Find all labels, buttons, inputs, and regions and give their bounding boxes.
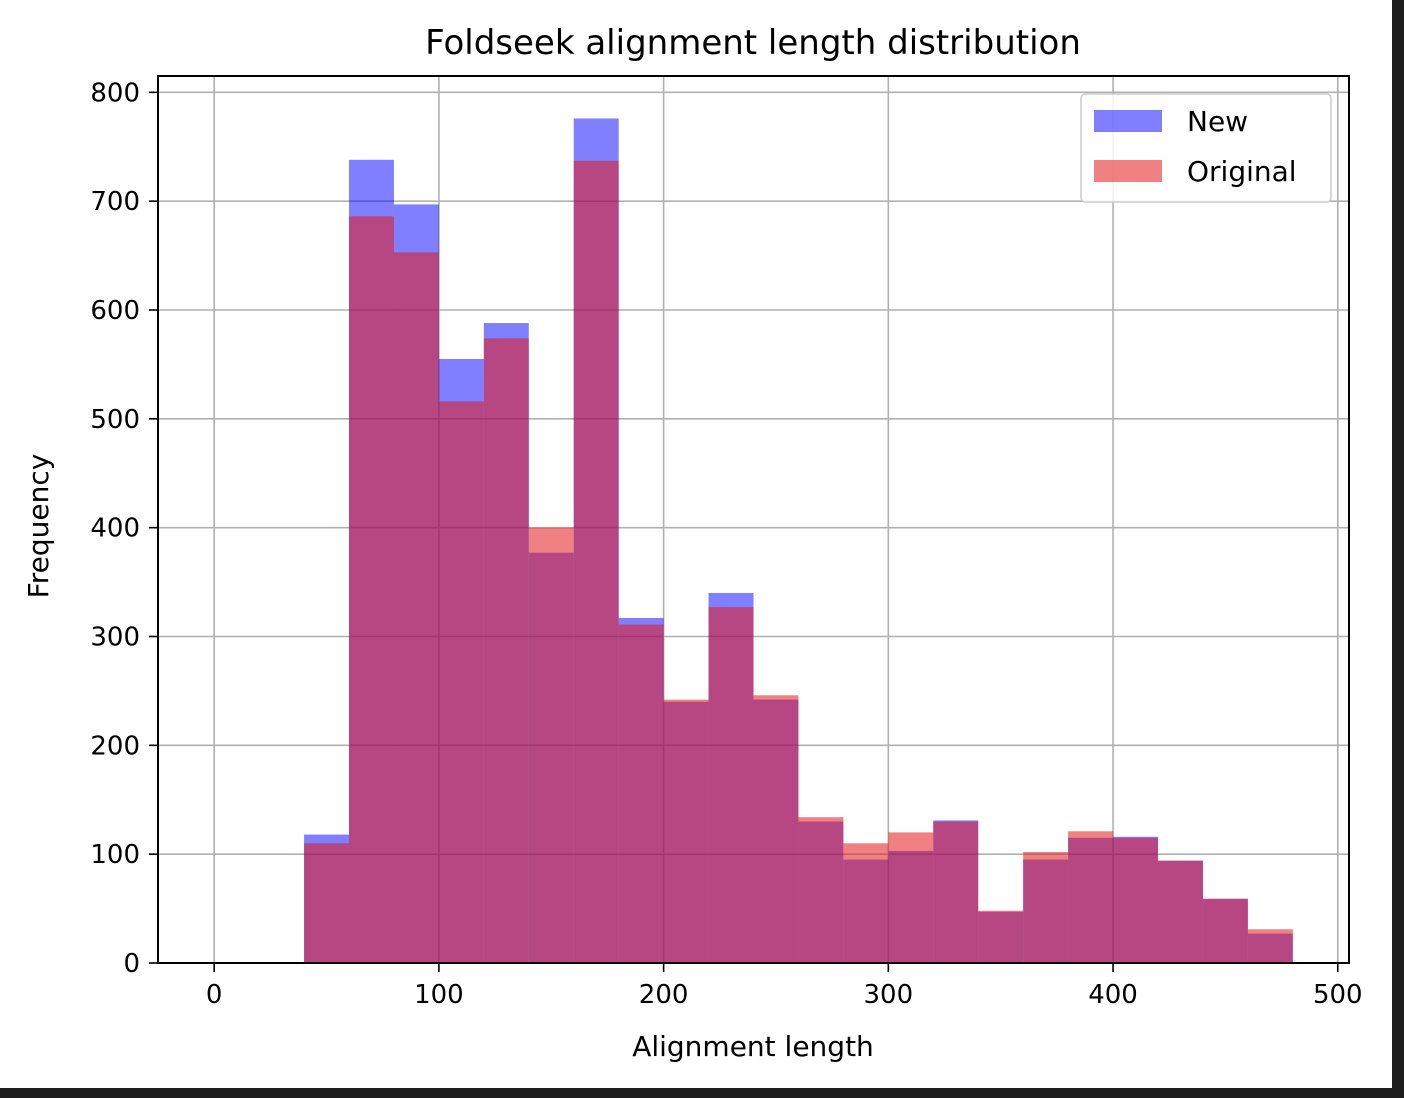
bar-original (483, 338, 529, 964)
bar-original (618, 624, 664, 963)
bar-original (573, 160, 619, 963)
bar-original (1247, 929, 1293, 963)
y-tick-label: 300 (90, 622, 140, 652)
bar-original (978, 910, 1024, 963)
bar-original (663, 699, 709, 963)
y-tick-label: 500 (90, 405, 140, 435)
legend-label-new: New (1187, 105, 1248, 138)
bar-original (1157, 860, 1203, 963)
bar-original (708, 607, 754, 963)
x-tick-label: 300 (864, 980, 914, 1010)
bar-original (1202, 898, 1248, 963)
y-tick-label: 200 (90, 731, 140, 761)
y-axis-label: Frequency (22, 454, 55, 599)
legend-label-original: Original (1187, 155, 1297, 188)
x-axis-label: Alignment length (632, 1030, 874, 1063)
x-tick-label: 0 (206, 980, 223, 1010)
legend-swatch-original (1094, 160, 1162, 182)
bar-original (753, 695, 799, 963)
x-tick-label: 500 (1313, 980, 1363, 1010)
x-tick-label: 400 (1088, 980, 1138, 1010)
legend: New Original (1080, 93, 1332, 203)
bar-original (528, 527, 574, 963)
bars-layer (304, 118, 1293, 964)
y-tick-label: 0 (123, 949, 140, 979)
y-tick-label: 800 (90, 78, 140, 108)
x-tick-label: 100 (414, 980, 464, 1010)
bar-original (304, 843, 350, 963)
y-tick-label: 600 (90, 296, 140, 326)
x-tick-label: 200 (639, 980, 689, 1010)
y-tick-label: 700 (90, 187, 140, 217)
bar-original (1113, 837, 1158, 963)
bar-original (1023, 851, 1069, 963)
bar-original (798, 817, 844, 963)
y-tick-label: 100 (90, 840, 140, 870)
chart-title: Foldseek alignment length distribution (425, 23, 1081, 63)
y-tick-label: 400 (90, 514, 140, 544)
bar-original (888, 832, 934, 963)
bar-original (1068, 831, 1114, 963)
bar-original (933, 821, 979, 963)
bar-original (393, 252, 439, 964)
bar-original (843, 843, 889, 963)
bar-original (349, 216, 394, 964)
bar-original (438, 401, 484, 963)
ticks-layer: 0 100 200 300 400 500 0 100 200 300 400 500 600 700 80… (90, 78, 1362, 1010)
axes-frame (157, 75, 1350, 964)
legend-swatch-new (1094, 110, 1162, 132)
